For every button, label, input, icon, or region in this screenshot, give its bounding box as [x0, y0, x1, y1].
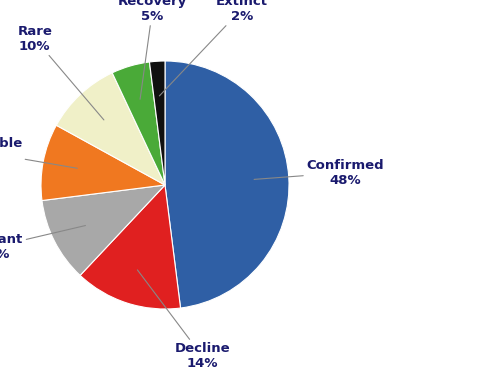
Text: Decline
14%: Decline 14% — [138, 270, 230, 370]
Wedge shape — [41, 125, 165, 201]
Text: Extinct
2%: Extinct 2% — [160, 0, 268, 96]
Wedge shape — [112, 62, 165, 185]
Text: Vagrant
11%: Vagrant 11% — [0, 226, 86, 261]
Wedge shape — [56, 73, 165, 185]
Wedge shape — [80, 185, 180, 309]
Text: Confirmed
48%: Confirmed 48% — [254, 159, 384, 186]
Wedge shape — [42, 185, 165, 275]
Wedge shape — [150, 61, 165, 185]
Text: Rare
10%: Rare 10% — [18, 25, 104, 120]
Text: Recovery
5%: Recovery 5% — [118, 0, 187, 99]
Text: Questionable
10%: Questionable 10% — [0, 136, 78, 168]
Wedge shape — [165, 61, 289, 308]
